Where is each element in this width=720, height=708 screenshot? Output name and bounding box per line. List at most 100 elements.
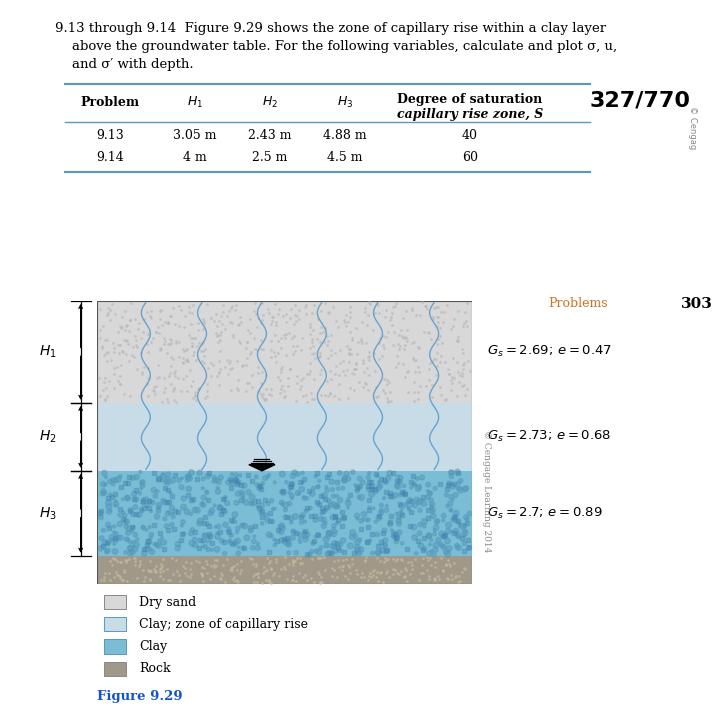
Point — [435, 306, 446, 317]
Point — [144, 521, 156, 532]
Point — [161, 473, 173, 484]
Point — [117, 574, 129, 586]
Point — [152, 359, 163, 370]
Point — [114, 339, 126, 350]
Point — [414, 505, 426, 516]
Point — [413, 535, 424, 547]
Point — [145, 306, 157, 317]
Point — [222, 498, 233, 509]
Point — [256, 506, 268, 517]
Point — [225, 562, 237, 573]
Point — [166, 502, 177, 513]
Point — [213, 355, 225, 367]
Point — [145, 529, 157, 540]
Point — [453, 477, 464, 489]
Point — [338, 474, 349, 485]
Point — [434, 322, 446, 333]
Point — [174, 300, 185, 312]
Point — [156, 343, 167, 355]
Point — [123, 325, 135, 336]
Point — [350, 358, 361, 370]
Point — [370, 382, 382, 393]
Point — [209, 554, 220, 565]
Point — [222, 476, 234, 488]
Point — [204, 467, 215, 479]
Point — [314, 327, 325, 338]
Point — [402, 497, 413, 508]
Point — [369, 348, 380, 359]
Point — [197, 575, 208, 586]
Point — [429, 528, 441, 539]
Point — [219, 537, 230, 548]
Point — [412, 473, 423, 484]
Point — [235, 494, 246, 506]
Point — [114, 379, 125, 390]
Point — [269, 299, 281, 310]
Point — [233, 335, 245, 346]
Point — [314, 577, 325, 588]
Point — [459, 530, 470, 541]
Point — [132, 363, 143, 375]
Point — [181, 506, 193, 518]
Point — [261, 553, 273, 564]
Point — [338, 355, 349, 367]
Point — [120, 305, 131, 316]
Point — [102, 492, 114, 503]
Point — [454, 520, 466, 532]
Point — [370, 485, 382, 496]
Point — [310, 515, 321, 526]
Point — [95, 542, 107, 554]
Point — [230, 537, 241, 548]
Point — [340, 370, 351, 381]
Point — [380, 331, 392, 343]
Point — [108, 368, 120, 379]
Point — [423, 554, 434, 566]
Point — [169, 506, 181, 517]
Point — [307, 483, 319, 494]
Point — [329, 510, 341, 522]
Point — [400, 371, 411, 382]
Point — [373, 353, 384, 365]
Point — [302, 485, 314, 496]
Point — [119, 477, 130, 489]
Point — [279, 564, 291, 575]
Point — [212, 329, 223, 341]
Point — [252, 312, 264, 324]
Point — [212, 336, 224, 348]
Point — [169, 319, 181, 330]
Point — [363, 484, 374, 495]
Point — [262, 515, 274, 526]
Point — [101, 355, 112, 367]
Point — [252, 572, 264, 583]
Point — [150, 381, 161, 392]
Point — [241, 532, 253, 544]
Point — [328, 512, 339, 523]
Point — [384, 387, 396, 398]
Point — [142, 328, 153, 339]
Point — [339, 571, 351, 582]
Point — [372, 575, 383, 586]
Point — [225, 535, 236, 546]
Point — [443, 520, 454, 531]
Point — [262, 498, 274, 509]
Point — [429, 483, 441, 494]
Point — [344, 540, 356, 552]
Point — [279, 391, 291, 402]
Point — [349, 530, 361, 542]
Point — [159, 316, 171, 327]
Point — [95, 512, 107, 523]
Point — [344, 383, 356, 394]
Point — [328, 498, 340, 510]
Point — [339, 472, 351, 484]
Point — [334, 561, 346, 572]
Point — [294, 553, 305, 564]
Point — [211, 474, 222, 486]
Point — [138, 503, 150, 514]
Point — [183, 470, 194, 481]
Point — [223, 523, 235, 534]
Point — [395, 341, 406, 352]
Point — [199, 541, 211, 552]
Point — [300, 309, 312, 320]
Point — [131, 341, 143, 353]
Point — [227, 516, 238, 527]
